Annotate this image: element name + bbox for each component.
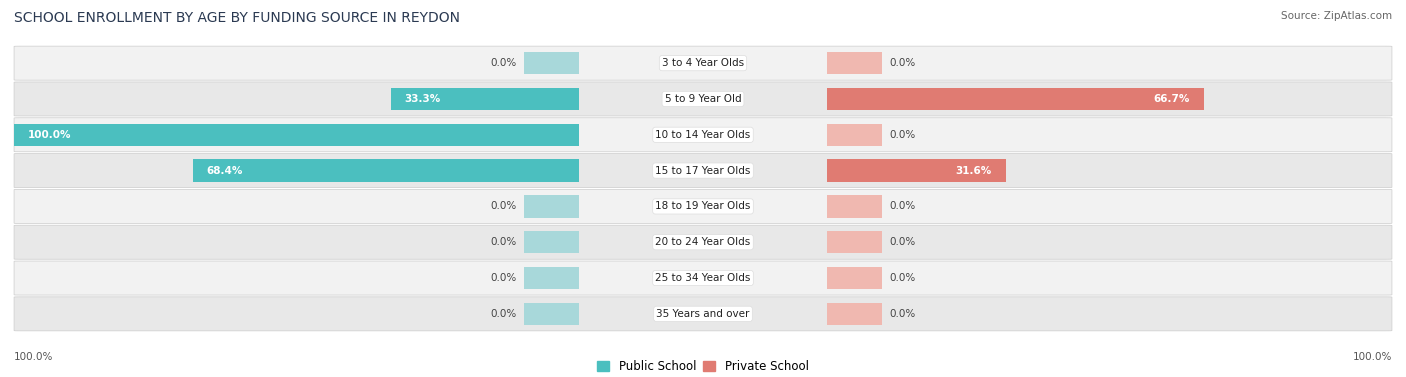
Text: 0.0%: 0.0%: [491, 237, 517, 247]
Legend: Public School, Private School: Public School, Private School: [593, 355, 813, 377]
Text: 0.0%: 0.0%: [491, 273, 517, 283]
FancyBboxPatch shape: [524, 52, 579, 74]
FancyBboxPatch shape: [391, 88, 579, 110]
Text: 68.4%: 68.4%: [207, 166, 243, 176]
FancyBboxPatch shape: [827, 231, 882, 253]
Text: 0.0%: 0.0%: [491, 309, 517, 319]
Text: 0.0%: 0.0%: [889, 237, 915, 247]
FancyBboxPatch shape: [14, 189, 1392, 224]
Text: 100.0%: 100.0%: [1353, 352, 1392, 362]
Text: 0.0%: 0.0%: [491, 58, 517, 68]
Text: 100.0%: 100.0%: [28, 130, 72, 140]
FancyBboxPatch shape: [14, 297, 1392, 331]
Text: 100.0%: 100.0%: [14, 352, 53, 362]
Text: 0.0%: 0.0%: [491, 201, 517, 211]
FancyBboxPatch shape: [14, 225, 1392, 259]
FancyBboxPatch shape: [14, 82, 1392, 116]
FancyBboxPatch shape: [14, 124, 579, 146]
FancyBboxPatch shape: [827, 303, 882, 325]
FancyBboxPatch shape: [14, 46, 1392, 80]
FancyBboxPatch shape: [827, 159, 1005, 182]
FancyBboxPatch shape: [827, 88, 1204, 110]
FancyBboxPatch shape: [827, 195, 882, 218]
FancyBboxPatch shape: [827, 267, 882, 289]
Text: 31.6%: 31.6%: [956, 166, 991, 176]
FancyBboxPatch shape: [524, 267, 579, 289]
Text: 20 to 24 Year Olds: 20 to 24 Year Olds: [655, 237, 751, 247]
Text: 0.0%: 0.0%: [889, 58, 915, 68]
Text: 10 to 14 Year Olds: 10 to 14 Year Olds: [655, 130, 751, 140]
Text: 5 to 9 Year Old: 5 to 9 Year Old: [665, 94, 741, 104]
Text: 3 to 4 Year Olds: 3 to 4 Year Olds: [662, 58, 744, 68]
FancyBboxPatch shape: [14, 261, 1392, 295]
Text: 33.3%: 33.3%: [405, 94, 441, 104]
Text: 0.0%: 0.0%: [889, 130, 915, 140]
FancyBboxPatch shape: [14, 153, 1392, 188]
FancyBboxPatch shape: [14, 118, 1392, 152]
Text: 0.0%: 0.0%: [889, 201, 915, 211]
FancyBboxPatch shape: [524, 303, 579, 325]
Text: 18 to 19 Year Olds: 18 to 19 Year Olds: [655, 201, 751, 211]
FancyBboxPatch shape: [524, 231, 579, 253]
FancyBboxPatch shape: [524, 195, 579, 218]
Text: 0.0%: 0.0%: [889, 273, 915, 283]
FancyBboxPatch shape: [827, 52, 882, 74]
Text: SCHOOL ENROLLMENT BY AGE BY FUNDING SOURCE IN REYDON: SCHOOL ENROLLMENT BY AGE BY FUNDING SOUR…: [14, 11, 460, 25]
Text: 0.0%: 0.0%: [889, 309, 915, 319]
Text: Source: ZipAtlas.com: Source: ZipAtlas.com: [1281, 11, 1392, 21]
FancyBboxPatch shape: [193, 159, 579, 182]
Text: 35 Years and over: 35 Years and over: [657, 309, 749, 319]
FancyBboxPatch shape: [827, 124, 882, 146]
Text: 15 to 17 Year Olds: 15 to 17 Year Olds: [655, 166, 751, 176]
Text: 66.7%: 66.7%: [1154, 94, 1189, 104]
Text: 25 to 34 Year Olds: 25 to 34 Year Olds: [655, 273, 751, 283]
